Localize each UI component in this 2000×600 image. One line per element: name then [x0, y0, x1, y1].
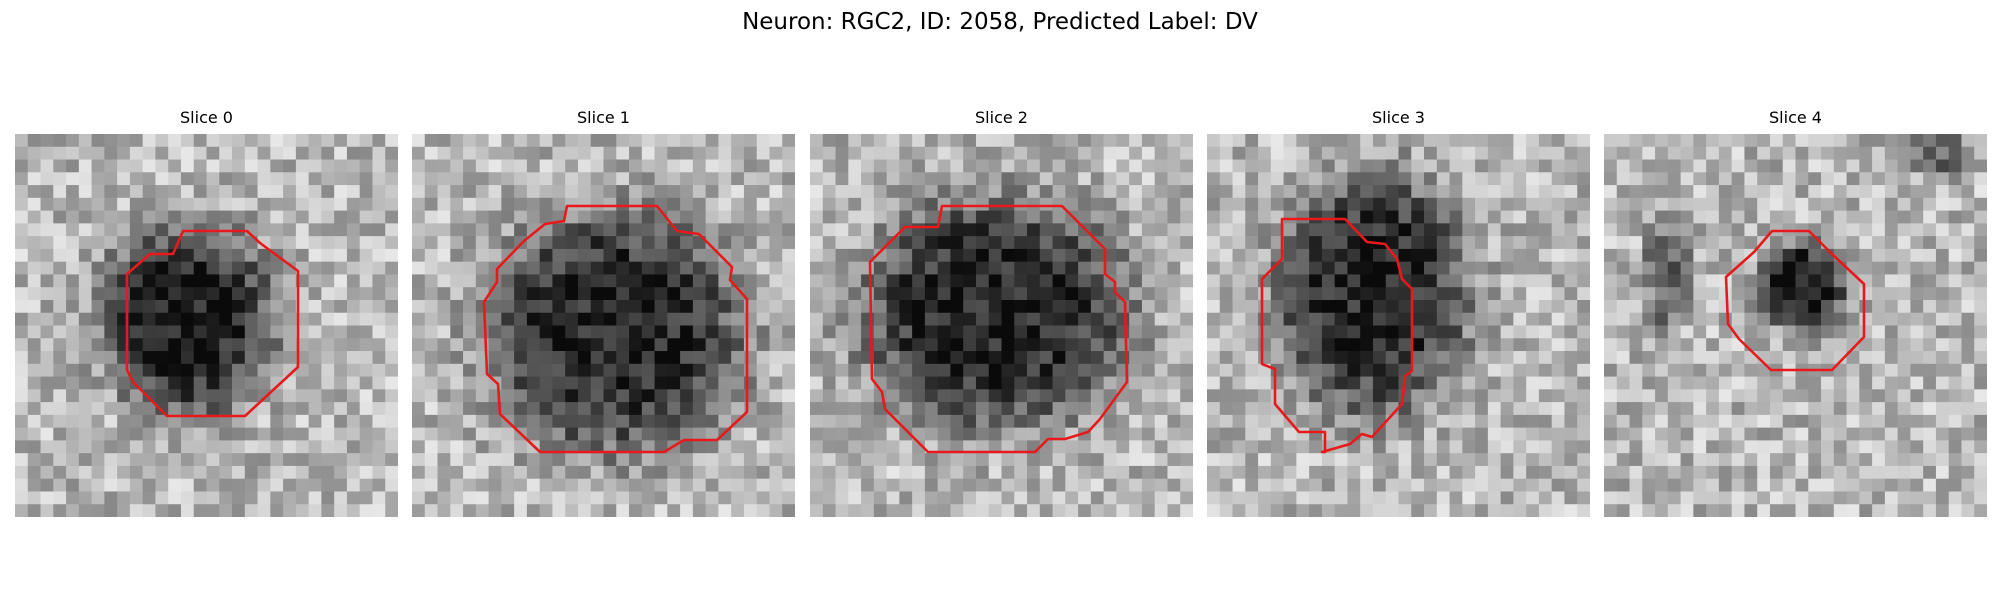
slice-image: [810, 134, 1193, 517]
slice-title: Slice 0: [180, 108, 233, 127]
grayscale-microscopy-image: [15, 134, 398, 517]
slice-image: [1207, 134, 1590, 517]
figure-title: Neuron: RGC2, ID: 2058, Predicted Label:…: [742, 9, 1258, 35]
slice-title: Slice 2: [975, 108, 1028, 127]
roi-contour: [868, 204, 1129, 454]
slice-panel-0: Slice 0: [15, 107, 398, 517]
grayscale-microscopy-image: [810, 134, 1193, 517]
grayscale-microscopy-image: [1604, 134, 1987, 517]
slice-panel-1: Slice 1: [412, 107, 795, 517]
slice-panel-2: Slice 2: [810, 107, 1193, 517]
slice-title: Slice 1: [577, 108, 630, 127]
grayscale-microscopy-image: [1207, 134, 1590, 517]
slice-title: Slice 3: [1372, 108, 1425, 127]
grayscale-microscopy-image: [412, 134, 795, 517]
slice-image: [412, 134, 795, 517]
roi-contour: [1724, 229, 1866, 372]
slice-panel-4: Slice 4: [1604, 107, 1987, 517]
slice-panel-3: Slice 3: [1207, 107, 1590, 517]
slice-image: [1604, 134, 1987, 517]
slice-title: Slice 4: [1769, 108, 1822, 127]
slice-image: [15, 134, 398, 517]
roi-contour: [482, 204, 749, 454]
roi-contour: [125, 229, 300, 418]
roi-contour: [1260, 217, 1414, 454]
